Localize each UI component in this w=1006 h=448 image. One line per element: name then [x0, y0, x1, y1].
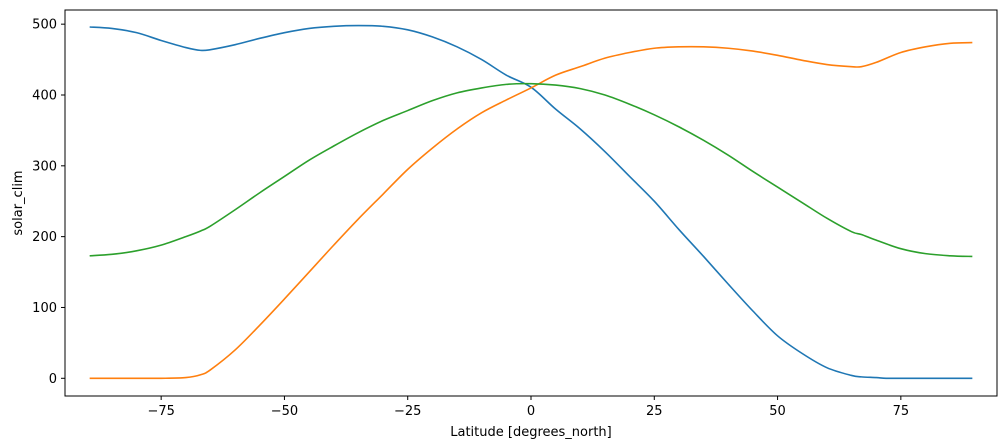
x-tick-label: −25: [394, 404, 421, 419]
x-tick-label: −75: [147, 404, 174, 419]
series-line-2: [89, 41, 973, 380]
y-axis-label: solar_clim: [11, 170, 26, 235]
y-tick-label: 200: [32, 230, 57, 245]
x-tick-label: 50: [769, 404, 786, 419]
y-tick-label: 500: [32, 18, 57, 33]
y-tick-label: 0: [49, 372, 57, 387]
x-tick-label: 0: [527, 404, 535, 419]
series-line-1: [89, 24, 973, 380]
y-tick-label: 100: [32, 301, 57, 316]
x-axis-label: Latitude [degrees_north]: [450, 425, 611, 440]
y-axis-ticks: 0 100 200 300 400 500: [32, 18, 65, 387]
series-line-3: [89, 82, 973, 258]
x-axis-ticks: −75 −50 −25 0 25 50 75: [147, 396, 909, 419]
y-tick-label: 400: [32, 88, 57, 103]
series-layer: [89, 24, 973, 380]
x-tick-label: −50: [271, 404, 298, 419]
x-tick-label: 25: [646, 404, 663, 419]
y-tick-label: 300: [32, 159, 57, 174]
x-tick-label: 75: [893, 404, 910, 419]
plot-area: [64, 9, 998, 397]
